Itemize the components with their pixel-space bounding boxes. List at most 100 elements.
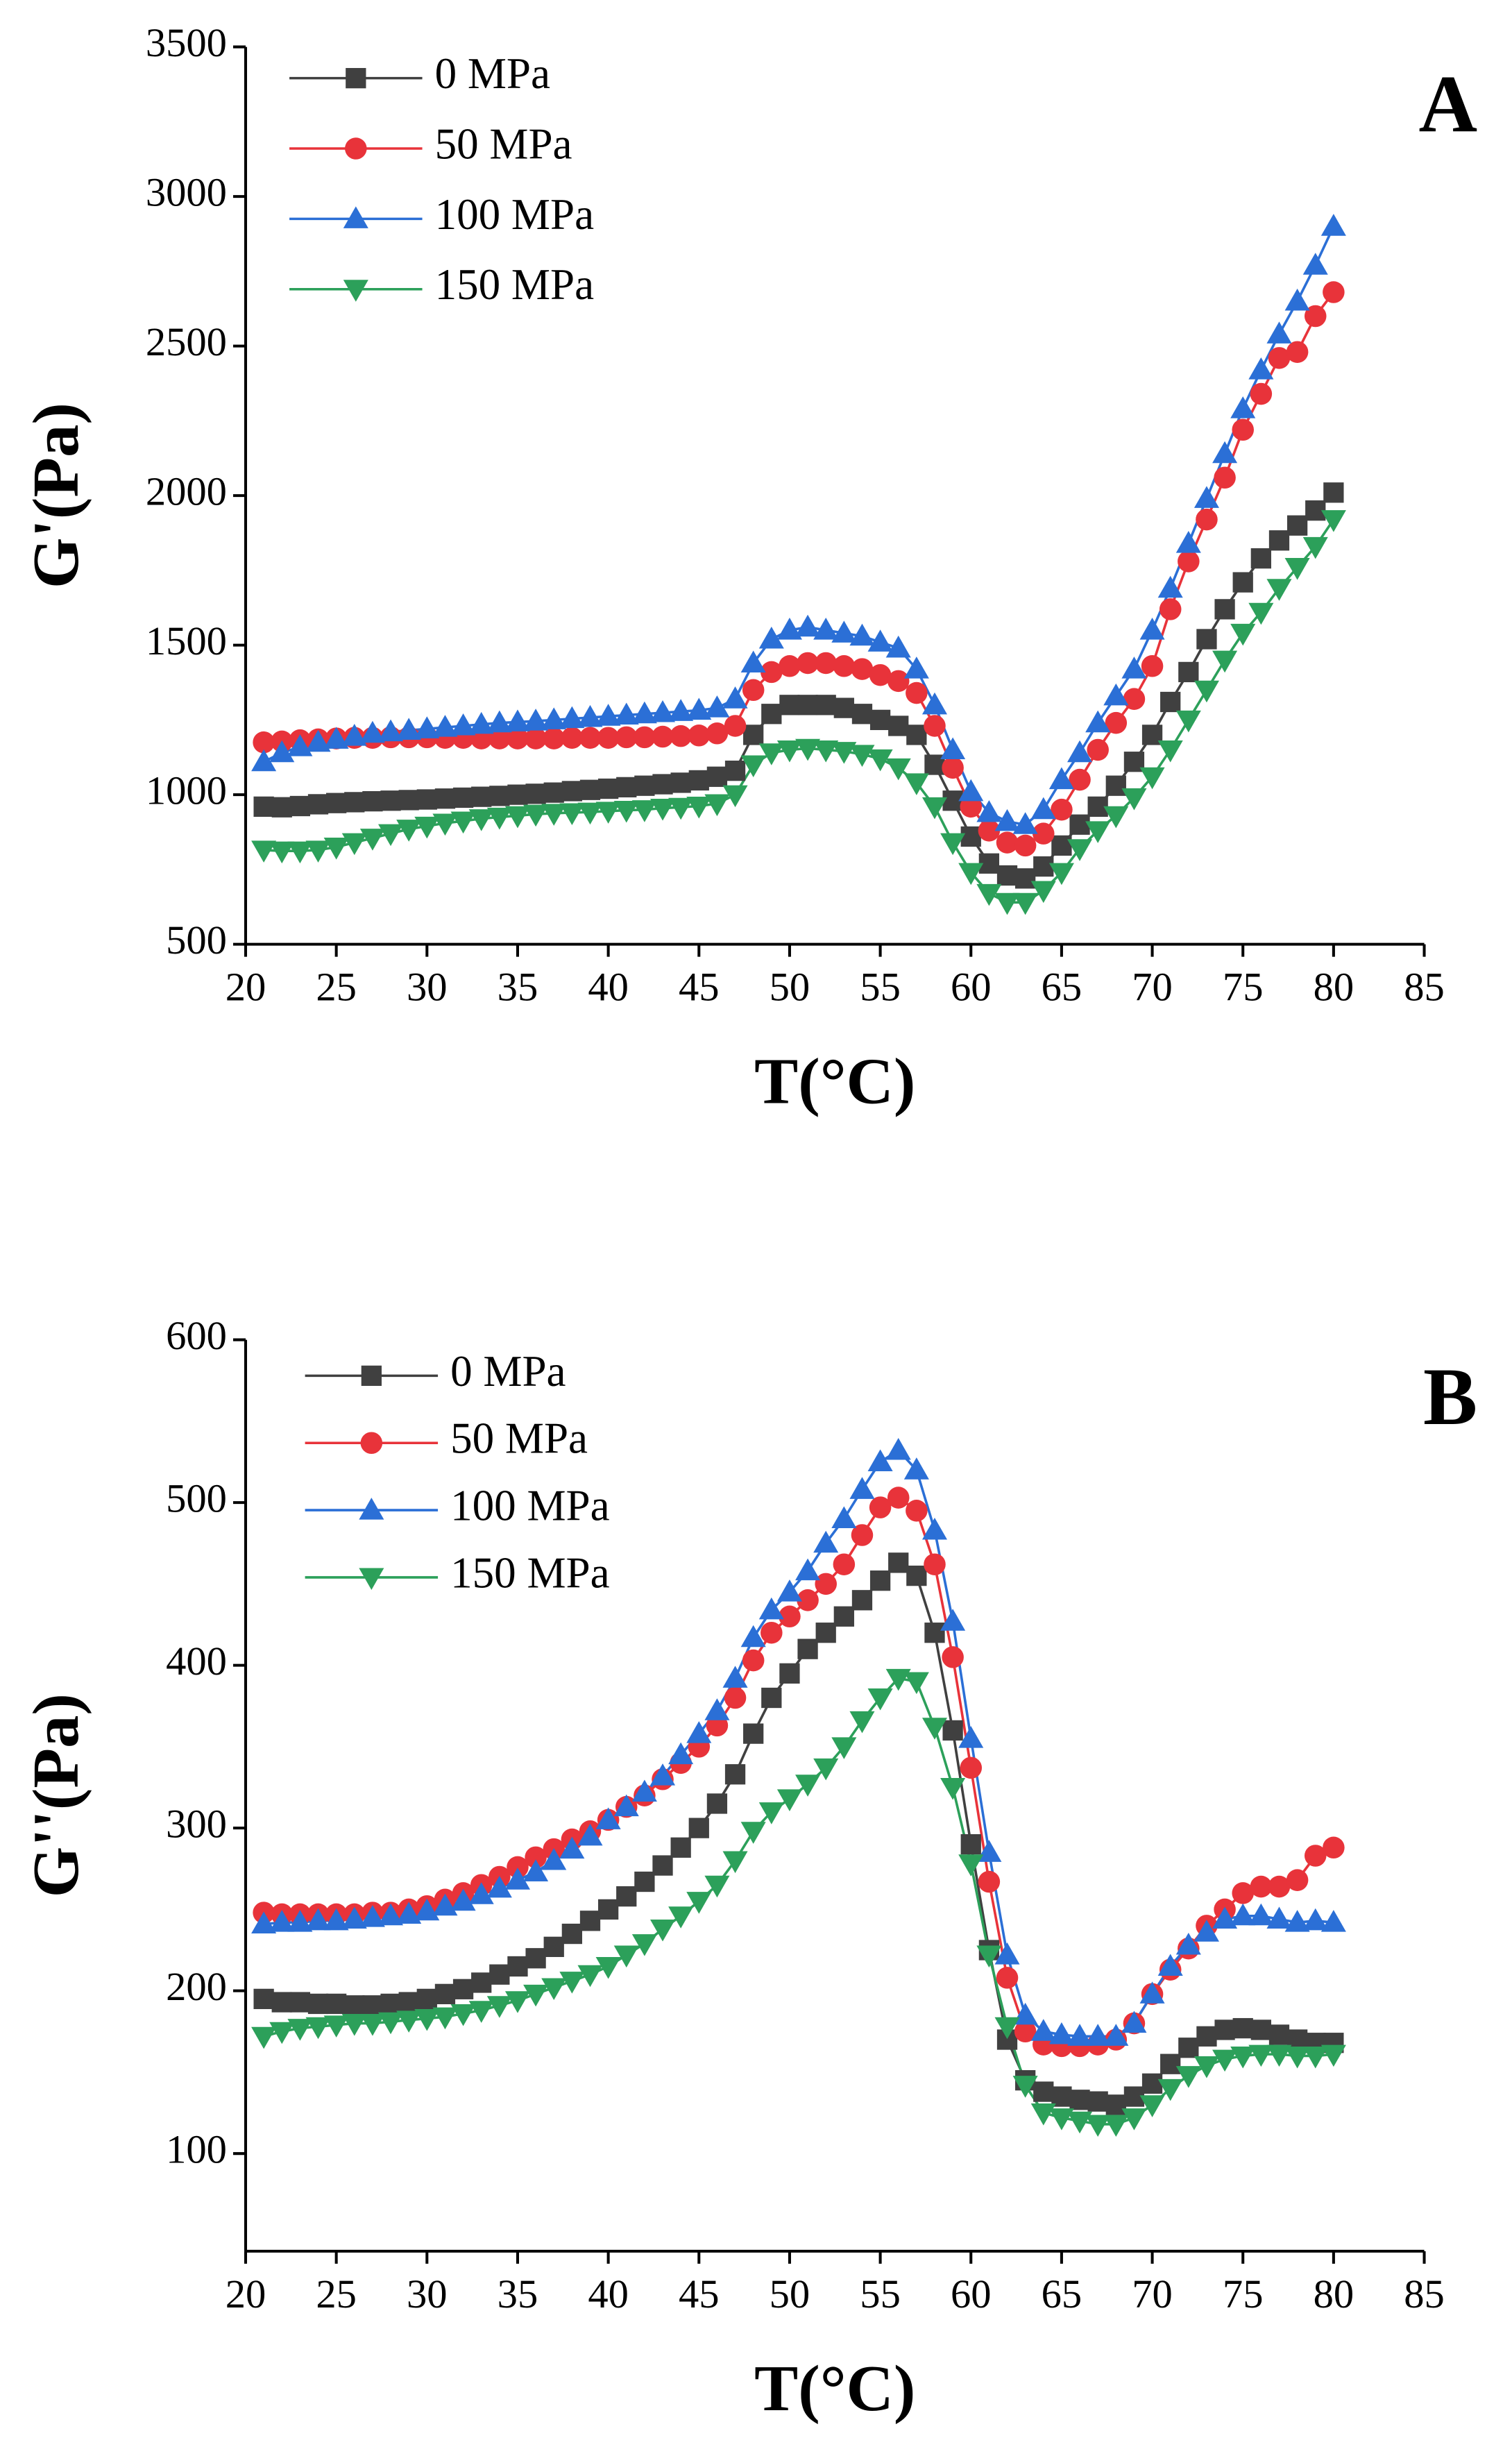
marker (776, 618, 802, 640)
marker (1214, 599, 1235, 620)
marker (761, 704, 782, 725)
legend-marker (361, 1365, 382, 1387)
marker (486, 1875, 512, 1898)
marker (1320, 1910, 1346, 1932)
marker (724, 1686, 747, 1709)
marker (359, 720, 385, 743)
marker (706, 766, 728, 787)
marker (1286, 515, 1308, 536)
x-tick-label: 50 (770, 965, 810, 1010)
marker (1160, 691, 1181, 713)
marker (507, 784, 528, 805)
marker (323, 2015, 349, 2038)
marker (833, 697, 854, 718)
panel: 100 200 300 400 500 600 20 25 30 35 40 45 50 55 60 65 70… (20, 1313, 1477, 2425)
marker (903, 773, 929, 795)
marker (815, 1623, 836, 1643)
marker (1212, 1906, 1238, 1929)
marker (1085, 821, 1111, 843)
marker (561, 727, 584, 749)
marker (1266, 321, 1292, 344)
y-tick-label: 1000 (146, 768, 227, 813)
marker (649, 700, 676, 722)
marker (686, 1892, 712, 1914)
marker (305, 840, 331, 863)
marker (670, 725, 692, 747)
marker (704, 1698, 730, 1720)
marker (940, 1777, 966, 1800)
marker (1286, 1869, 1309, 1891)
marker (851, 1524, 874, 1546)
marker (652, 1855, 673, 1876)
marker (813, 1530, 839, 1553)
marker (380, 1993, 401, 2015)
marker (326, 1993, 347, 2015)
marker (634, 775, 655, 796)
legend-label: 100 MPa (450, 1482, 610, 1530)
marker (543, 1936, 564, 1957)
marker (253, 731, 275, 754)
marker (559, 1972, 585, 1994)
marker (869, 709, 891, 731)
marker (398, 1992, 419, 2013)
marker (1085, 2115, 1111, 2137)
marker (887, 1487, 910, 1509)
marker (942, 1720, 963, 1741)
marker (561, 1923, 582, 1945)
marker (359, 1905, 385, 1927)
marker (468, 2001, 494, 2023)
marker (595, 1956, 621, 1979)
marker (1230, 1903, 1256, 1926)
marker (504, 1868, 530, 1890)
marker (1266, 579, 1292, 601)
marker (670, 772, 691, 793)
marker (1139, 1981, 1165, 2004)
marker (1230, 623, 1256, 646)
marker (761, 661, 783, 684)
marker (867, 1688, 893, 1711)
marker (704, 794, 730, 817)
x-tick-label: 70 (1132, 965, 1173, 1010)
legend-label: 150 MPa (435, 260, 595, 309)
y-tick-label: 3500 (146, 20, 227, 65)
x-tick-label: 25 (316, 2271, 357, 2317)
marker (507, 1956, 528, 1977)
marker (269, 2022, 295, 2044)
legend-marker (343, 206, 368, 228)
x-tick-label: 75 (1223, 965, 1264, 1010)
marker (486, 807, 512, 830)
marker (849, 1477, 875, 1499)
marker (887, 670, 910, 693)
marker (595, 704, 621, 726)
marker (452, 787, 474, 808)
marker (649, 799, 676, 821)
marker (940, 1609, 966, 1631)
marker (1139, 2095, 1165, 2117)
marker (380, 790, 401, 811)
y-tick-label: 200 (166, 1964, 227, 2009)
marker (344, 792, 365, 813)
marker (432, 813, 458, 836)
marker (579, 1911, 601, 1931)
marker (1286, 341, 1309, 363)
marker (942, 756, 964, 779)
marker (1033, 2081, 1054, 2102)
marker (251, 1911, 277, 1934)
marker (1048, 2108, 1074, 2131)
marker (813, 740, 839, 763)
marker (649, 1920, 676, 1942)
marker (869, 663, 892, 686)
y-tick-label: 3000 (146, 170, 227, 215)
marker (942, 1646, 964, 1668)
legend-label: 100 MPa (435, 190, 595, 239)
marker (921, 797, 948, 820)
marker (668, 699, 694, 721)
x-tick-label: 85 (1404, 2271, 1445, 2317)
marker (706, 1793, 728, 1814)
marker (287, 2019, 313, 2041)
marker (1139, 618, 1165, 640)
marker (616, 1886, 637, 1907)
marker (344, 1995, 365, 2016)
marker (523, 1984, 549, 2007)
